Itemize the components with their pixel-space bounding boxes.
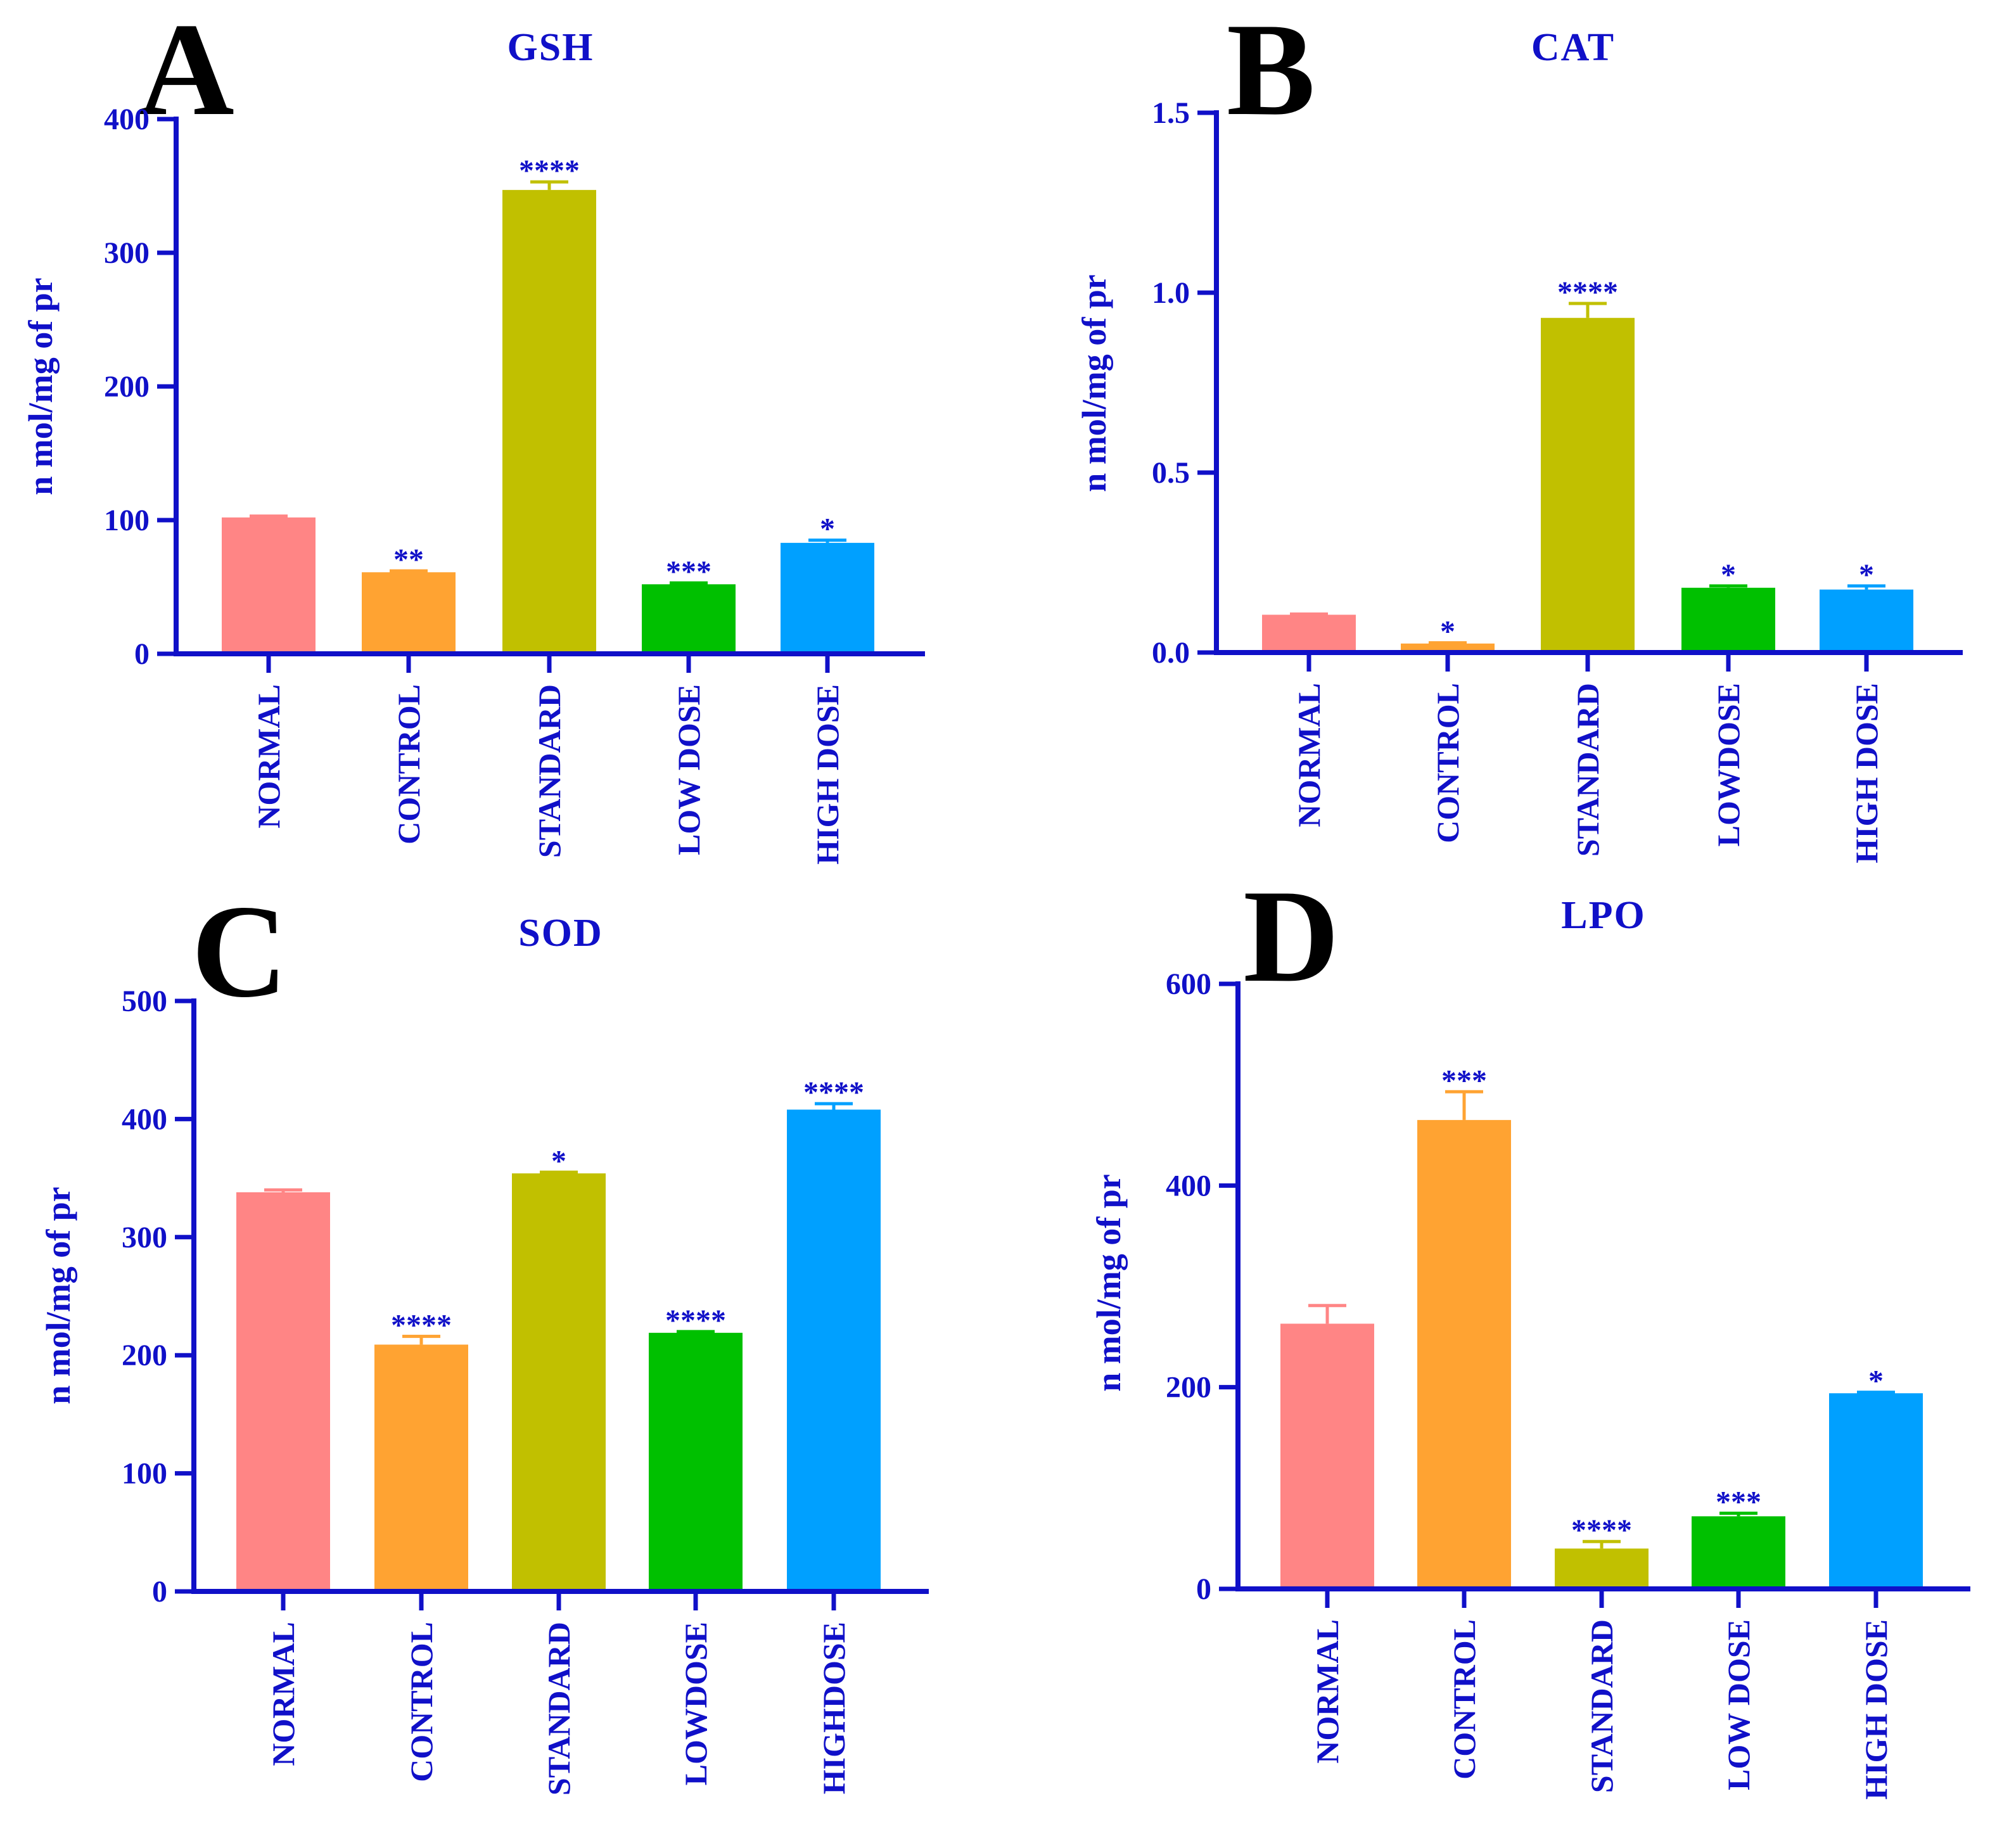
y-axis-label-d: n mol/mg of pr (1090, 1174, 1128, 1392)
bar-c-control (374, 1344, 468, 1591)
x-category-label-c-lowdose: LOWDOSE (678, 1622, 713, 1785)
y-tick-label-c-4: 400 (122, 1102, 167, 1136)
y-tick-label-a-1: 100 (104, 504, 150, 537)
x-category-label-d-high-dose: HIGH DOSE (1858, 1619, 1894, 1800)
panel-letter-b: B (1227, 0, 1315, 143)
significance-a-control: ** (393, 543, 424, 577)
x-category-label-d-control: CONTROL (1446, 1619, 1482, 1780)
x-category-label-b-lowdose: LOWDOSE (1711, 683, 1746, 846)
x-category-label-d-normal: NORMAL (1310, 1619, 1345, 1764)
x-category-label-c-highdose: HIGHDOSE (816, 1622, 851, 1794)
significance-b-lowdose: * (1721, 558, 1736, 592)
chart-title-a: GSH (507, 26, 594, 69)
y-tick-label-d-3: 600 (1166, 967, 1211, 1001)
bar-a-standard (502, 189, 596, 654)
bar-d-standard (1555, 1548, 1649, 1589)
significance-d-low-dose: *** (1716, 1486, 1761, 1519)
bar-c-normal (236, 1192, 330, 1591)
x-category-label-a-normal: NORMAL (251, 684, 286, 829)
significance-c-highdose: **** (803, 1076, 864, 1109)
y-tick-label-b-2: 1.0 (1152, 276, 1190, 310)
significance-d-standard: **** (1571, 1513, 1632, 1547)
chart-title-c: SOD (518, 912, 603, 955)
x-category-label-a-control: CONTROL (391, 684, 426, 844)
y-tick-label-a-4: 400 (104, 103, 150, 136)
bar-b-lowdose (1681, 587, 1775, 653)
y-tick-label-c-1: 100 (122, 1457, 167, 1491)
x-category-label-c-standard: STANDARD (541, 1622, 577, 1795)
y-tick-label-a-0: 0 (134, 637, 150, 671)
x-category-label-b-standard: STANDARD (1570, 683, 1605, 857)
y-tick-label-c-3: 300 (122, 1221, 167, 1254)
x-category-label-a-standard: STANDARD (532, 684, 567, 858)
y-tick-label-b-1: 0.5 (1152, 456, 1190, 490)
panel-letter-d: D (1243, 863, 1339, 1010)
y-tick-label-b-3: 1.5 (1152, 96, 1190, 130)
bar-b-normal (1262, 615, 1356, 653)
y-axis-label-c: n mol/mg of pr (39, 1187, 77, 1405)
bar-b-high-dose (1820, 589, 1913, 653)
y-tick-label-b-0: 0.0 (1152, 636, 1190, 670)
bar-c-highdose (787, 1109, 881, 1591)
x-category-label-b-normal: NORMAL (1291, 683, 1327, 827)
x-category-label-a-low-dose: LOW DOSE (671, 684, 706, 855)
x-category-label-d-low-dose: LOW DOSE (1721, 1619, 1756, 1790)
x-category-label-b-control: CONTROL (1430, 683, 1465, 843)
x-category-label-d-standard: STANDARD (1584, 1619, 1619, 1793)
chart-title-b: CAT (1531, 26, 1615, 69)
chart-title-d: LPO (1561, 894, 1645, 937)
panel-letter-c: C (191, 878, 288, 1025)
x-category-label-c-normal: NORMAL (265, 1622, 301, 1766)
bar-b-standard (1541, 317, 1635, 653)
significance-c-standard: * (551, 1144, 566, 1178)
bar-d-normal (1280, 1323, 1374, 1589)
bar-c-lowdose (649, 1332, 743, 1591)
x-category-label-b-high-dose: HIGH DOSE (1849, 683, 1884, 863)
bar-a-high-dose (781, 542, 874, 654)
significance-a-low-dose: *** (666, 555, 711, 589)
y-tick-label-a-3: 300 (104, 236, 150, 270)
x-category-label-c-control: CONTROL (404, 1622, 439, 1782)
significance-c-lowdose: **** (665, 1304, 726, 1337)
significance-a-standard: **** (519, 154, 580, 188)
y-axis-label-a: n mol/mg of pr (22, 277, 60, 495)
significance-a-high-dose: * (820, 513, 835, 546)
y-tick-label-d-1: 200 (1166, 1371, 1211, 1405)
y-tick-label-a-2: 200 (104, 370, 150, 404)
y-tick-label-d-2: 400 (1166, 1169, 1211, 1202)
y-tick-label-c-0: 0 (152, 1575, 167, 1609)
bar-a-control (362, 572, 456, 654)
bar-d-control (1417, 1119, 1511, 1589)
significance-c-control: **** (391, 1308, 452, 1342)
significance-b-high-dose: * (1859, 558, 1874, 592)
significance-d-high-dose: * (1868, 1365, 1884, 1398)
bar-d-low-dose (1692, 1516, 1785, 1589)
panel-letter-a: A (138, 0, 234, 143)
significance-b-standard: **** (1557, 276, 1618, 309)
bar-a-normal (222, 517, 316, 654)
y-axis-label-b: n mol/mg of pr (1075, 274, 1113, 492)
significance-d-control: *** (1441, 1064, 1487, 1097)
x-category-label-a-high-dose: HIGH DOSE (810, 684, 845, 865)
y-tick-label-d-0: 0 (1196, 1572, 1211, 1606)
bar-c-standard (512, 1173, 606, 1591)
bar-a-low-dose (642, 584, 736, 654)
y-tick-label-c-2: 200 (122, 1339, 167, 1372)
bar-d-high-dose (1829, 1393, 1923, 1589)
significance-b-control: * (1440, 615, 1455, 649)
y-tick-label-c-5: 500 (122, 985, 167, 1018)
